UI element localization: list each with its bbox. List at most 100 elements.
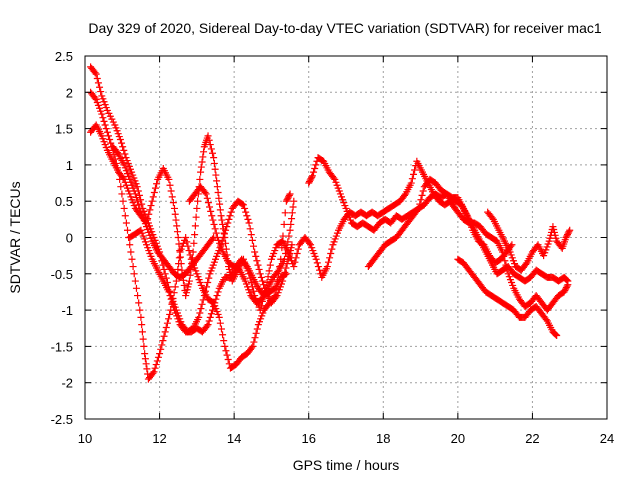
data-point bbox=[207, 310, 215, 318]
y-tick-label: -2.5 bbox=[51, 412, 73, 427]
data-point bbox=[208, 212, 216, 220]
data-point bbox=[210, 159, 218, 167]
data-point bbox=[288, 209, 296, 217]
data-point bbox=[551, 330, 559, 338]
data-point bbox=[239, 201, 247, 209]
data-point bbox=[169, 302, 177, 310]
data-point bbox=[96, 83, 104, 91]
data-point bbox=[220, 337, 228, 345]
data-point bbox=[193, 204, 201, 212]
data-point bbox=[174, 234, 182, 241]
data-point bbox=[150, 368, 158, 376]
data-point bbox=[165, 315, 173, 323]
x-tick-label: 12 bbox=[152, 431, 166, 446]
data-point bbox=[292, 254, 300, 262]
data-point bbox=[211, 299, 219, 307]
data-point bbox=[205, 317, 213, 325]
data-point bbox=[414, 206, 422, 214]
data-point bbox=[116, 135, 124, 143]
data-point bbox=[192, 213, 200, 221]
data-point bbox=[153, 180, 161, 188]
data-point bbox=[411, 166, 419, 174]
data-point bbox=[194, 197, 202, 205]
series-track-8 bbox=[454, 255, 561, 340]
data-point bbox=[149, 369, 157, 377]
data-point bbox=[137, 196, 145, 204]
data-point bbox=[175, 240, 183, 248]
data-point bbox=[258, 277, 266, 285]
data-point bbox=[224, 219, 232, 227]
data-point bbox=[265, 267, 273, 275]
data-point bbox=[221, 342, 229, 350]
data-point bbox=[499, 248, 507, 256]
data-point bbox=[132, 284, 140, 292]
data-point bbox=[119, 197, 127, 205]
data-point bbox=[227, 208, 235, 216]
series-track-6 bbox=[305, 154, 572, 285]
data-point bbox=[118, 190, 126, 198]
data-point bbox=[166, 181, 174, 189]
data-point bbox=[251, 334, 259, 342]
data-point bbox=[180, 281, 188, 289]
data-point bbox=[245, 219, 253, 227]
data-point bbox=[165, 175, 173, 183]
data-point bbox=[189, 248, 197, 256]
data-point bbox=[139, 335, 147, 343]
data-point bbox=[216, 206, 224, 214]
data-point bbox=[224, 355, 232, 363]
data-point bbox=[316, 266, 324, 274]
data-point bbox=[205, 136, 213, 144]
data-point bbox=[219, 220, 227, 228]
data-point bbox=[152, 361, 160, 369]
data-point bbox=[212, 295, 220, 303]
data-point bbox=[314, 263, 322, 271]
data-point bbox=[522, 260, 530, 268]
data-point bbox=[102, 125, 110, 133]
data-point bbox=[401, 191, 409, 199]
data-point bbox=[313, 259, 321, 267]
data-point bbox=[238, 200, 246, 208]
data-point bbox=[199, 296, 207, 304]
data-point bbox=[176, 247, 184, 255]
data-point bbox=[226, 212, 234, 220]
data-point bbox=[171, 210, 179, 218]
data-point bbox=[330, 174, 338, 182]
data-point bbox=[564, 281, 572, 289]
data-point bbox=[209, 235, 217, 243]
data-point bbox=[134, 197, 142, 205]
data-point bbox=[280, 220, 288, 228]
data-point bbox=[106, 135, 114, 143]
data-point bbox=[170, 289, 178, 297]
data-point bbox=[118, 139, 126, 147]
data-point bbox=[284, 238, 292, 246]
data-point bbox=[324, 258, 332, 266]
data-point bbox=[213, 177, 221, 185]
data-point bbox=[203, 283, 211, 291]
data-point bbox=[407, 179, 415, 187]
data-point bbox=[293, 249, 301, 257]
data-point bbox=[185, 247, 193, 255]
data-point bbox=[117, 183, 125, 191]
data-point bbox=[94, 79, 102, 87]
data-point bbox=[149, 193, 157, 201]
data-point bbox=[130, 270, 138, 278]
data-point bbox=[217, 325, 225, 333]
data-point bbox=[146, 206, 154, 214]
data-point bbox=[248, 236, 256, 244]
data-point bbox=[323, 263, 331, 271]
data-point bbox=[502, 261, 510, 269]
data-point bbox=[216, 200, 224, 208]
data-point bbox=[287, 220, 295, 228]
data-point bbox=[206, 313, 214, 321]
x-tick-label: 20 bbox=[451, 431, 465, 446]
data-point bbox=[274, 268, 282, 276]
series-track-7 bbox=[364, 175, 572, 314]
data-point bbox=[250, 338, 258, 346]
data-point bbox=[136, 306, 144, 314]
data-point bbox=[553, 332, 561, 340]
data-point bbox=[225, 215, 233, 223]
data-point bbox=[171, 283, 179, 291]
series-track-9 bbox=[484, 208, 574, 274]
data-point bbox=[211, 225, 219, 233]
